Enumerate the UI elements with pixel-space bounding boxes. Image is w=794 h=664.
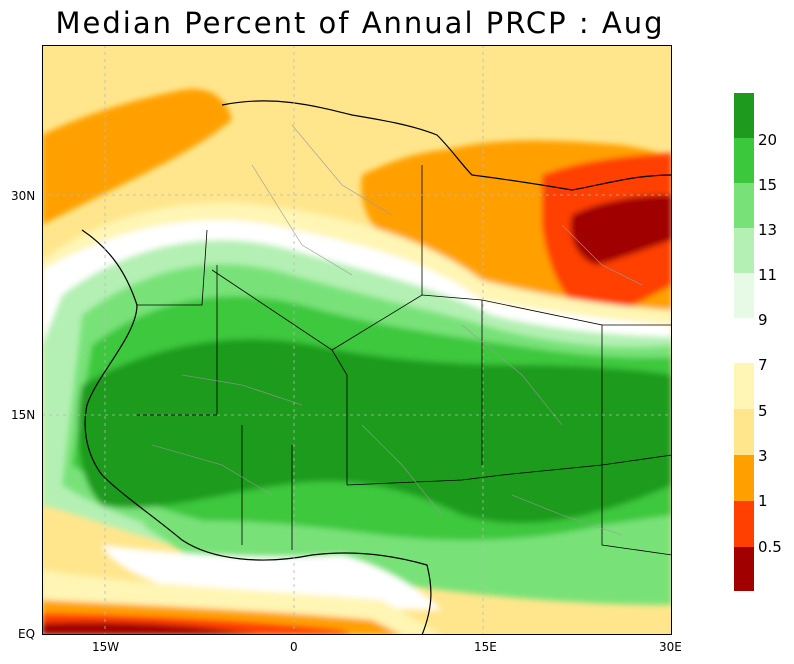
- legend-label-9: 9: [758, 311, 768, 329]
- map-title: Median Percent of Annual PRCP : Aug: [55, 6, 665, 40]
- x-tick-15e: 15E: [474, 640, 497, 654]
- legend-label-15: 15: [758, 176, 778, 194]
- y-tick-30n: 30N: [11, 189, 36, 203]
- legend-swatch-9: [734, 273, 754, 318]
- legend-swatch-7: [734, 363, 754, 409]
- legend-label-0-5: 0.5: [758, 538, 782, 556]
- y-tick-eq: EQ: [18, 627, 36, 641]
- legend-swatch-13: [734, 183, 754, 228]
- legend-label-7: 7: [758, 356, 768, 374]
- x-tick-30e: 30E: [659, 640, 682, 654]
- y-tick-15n: 15N: [11, 408, 36, 422]
- legend-swatch-20: [734, 93, 754, 138]
- legend-swatch-15: [734, 138, 754, 183]
- legend-label-3: 3: [758, 447, 768, 465]
- field-gulf-white: [102, 545, 442, 610]
- field-darkgreen-belt: [78, 339, 672, 524]
- legend-swatch-3: [734, 455, 754, 501]
- country-borders: [137, 165, 672, 556]
- legend-swatch-1: [734, 501, 754, 547]
- legend-label-11: 11: [758, 266, 778, 284]
- legend-swatch-11: [734, 228, 754, 273]
- legend-label-20: 20: [758, 131, 778, 149]
- legend-label-5: 5: [758, 402, 768, 420]
- field-gulf-darkred: [42, 622, 262, 635]
- admin-boundaries: [151, 124, 643, 536]
- map-border: [42, 45, 672, 635]
- legend-label-13: 13: [758, 221, 778, 239]
- grid-lines: [42, 45, 672, 635]
- precipitation-map: [42, 45, 672, 635]
- legend-label-1: 1: [758, 492, 768, 510]
- legend-swatch-0-5: [734, 547, 754, 591]
- field-orange-atlantic: [42, 89, 232, 225]
- coastline: [81, 100, 672, 635]
- legend-swatch-5: [734, 409, 754, 455]
- x-tick-0: 0: [290, 640, 298, 654]
- field-darkred-core: [570, 195, 672, 265]
- map-field: [42, 45, 672, 635]
- x-tick-15w: 15W: [92, 640, 120, 654]
